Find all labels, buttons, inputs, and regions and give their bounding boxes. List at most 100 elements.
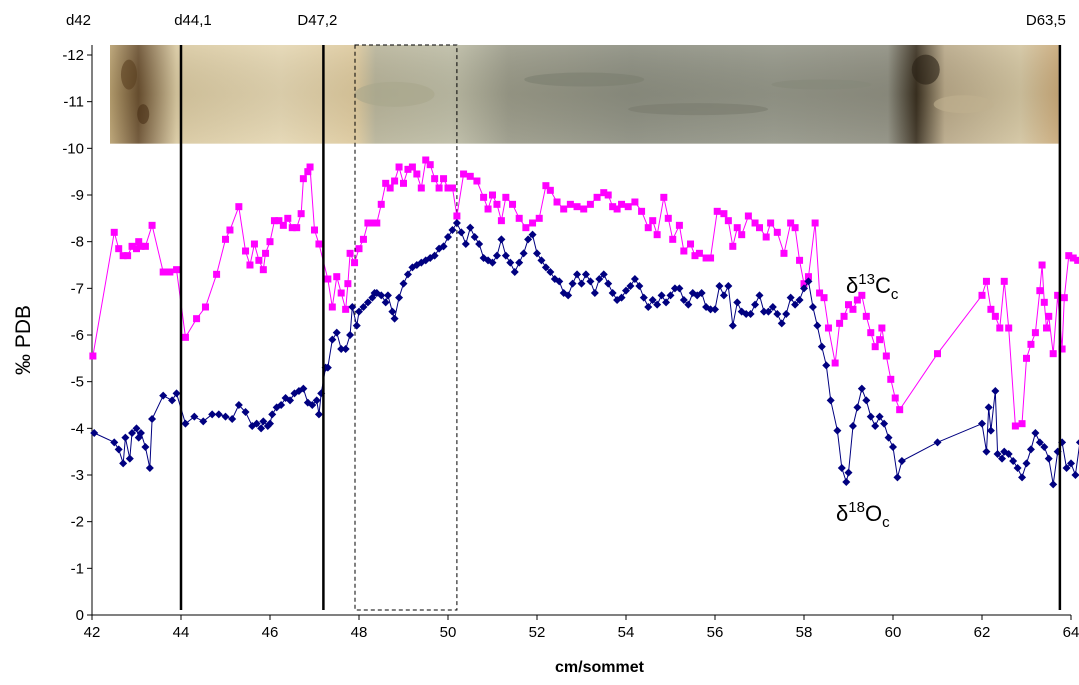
series-0-point [426,161,434,169]
series-1-point [452,219,461,227]
series-0-point [1045,312,1053,320]
core-photo-shade [110,45,1059,144]
x-tick-label: 44 [173,624,190,641]
axes: 42 44 46 48 50 52 54 56 58 60 62 64-12-11-10-9-8-7-… [12,45,1079,676]
series-1-point [308,401,317,409]
series-0-point [266,238,274,246]
series-1-point [121,433,130,442]
series-0-point [453,212,461,220]
series-0-point [800,280,808,288]
series-1-point [461,240,470,248]
series-1-point [626,282,635,290]
series-1-point [822,361,831,370]
series-0-point [1049,350,1057,358]
series-1-point [277,401,286,409]
series-0-point [593,193,601,201]
series-1-point [711,305,719,314]
series-0-point [542,182,550,190]
series-1-point [635,282,644,290]
series-1-point [706,305,715,314]
series-0-point [529,219,537,227]
x-tick-label: 48 [351,624,368,641]
series-0-point [849,305,857,313]
series-0-point [707,254,715,262]
series-1-point [168,396,177,405]
series-1-point [363,298,372,307]
series-0-point [791,224,799,232]
series-0-point [288,224,296,232]
x-tick-label: 54 [618,624,635,641]
series-1-point [800,284,808,293]
series-0-point [1054,291,1062,299]
series-1-point [390,314,399,323]
series-0-point [355,245,363,253]
series-0-point [119,252,127,260]
series-0-point [1043,324,1051,332]
x-tick-label: 56 [707,624,724,641]
series-1-point [383,291,392,300]
series-0-point [724,217,732,225]
series-1-point [466,223,475,232]
series-1-point [982,447,991,456]
series-1-point [208,410,217,419]
series-layer [89,156,1079,489]
series-1-point [804,277,813,286]
series-0-point [644,224,652,232]
series-0-point [275,217,283,225]
series-0-point [359,235,367,243]
series-0-point [609,203,617,211]
series-1-point [444,233,452,241]
series-0-point [787,219,795,227]
series-1-point [266,419,274,428]
series-1-point [1044,454,1053,463]
core-photo-texture [771,79,872,90]
series-0-point [867,329,875,337]
series-0-point [484,205,492,213]
y-tick-label: -12 [62,47,84,64]
series-1-point [648,296,657,304]
series-0-point [440,175,448,183]
series-1-point [341,345,350,353]
series-0-point [386,184,394,192]
series-1-point [653,300,662,309]
series-1-point [759,307,768,316]
y-tick-label: -10 [62,140,84,157]
series-0-point [250,240,258,248]
series-0-point [987,305,995,313]
series-0-point [193,315,201,323]
series-0-point [373,219,381,227]
series-1-point [639,293,648,302]
series-0-point [311,226,318,234]
series-1-point [359,303,368,311]
series-1-point [268,410,277,419]
series-1-point [595,275,604,283]
series-0-point [831,359,839,367]
series-0-point [299,175,307,183]
series-0-point [297,210,305,218]
series-0-point [315,240,323,248]
series-1-point [546,268,555,276]
series-1-point [662,298,671,307]
series-1-point [323,363,332,372]
series-1-point [728,321,737,330]
series-1-point [684,300,693,309]
series-0-point [631,198,639,206]
series-1-point [110,438,119,447]
series-1-point [644,303,653,311]
series-1-line [93,221,1079,485]
series-0-point [1023,354,1030,362]
series-1-point [875,412,884,421]
series-0-point [242,247,250,255]
series-0-point [1058,345,1066,353]
series-0-point [702,254,710,262]
series-0-point [1031,329,1039,337]
series-1-point [257,424,266,433]
series-1-point [488,258,497,267]
x-tick-label: 46 [262,624,279,641]
series-1-point [403,270,412,279]
series-0-point [342,305,350,313]
series-0-point [509,200,517,208]
series-1-point [132,424,141,433]
series-0-point [279,221,287,229]
